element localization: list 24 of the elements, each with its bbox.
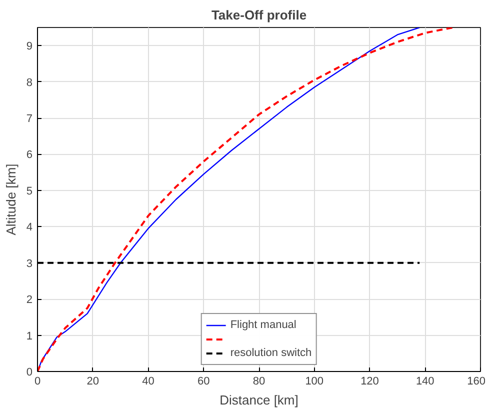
legend-label: resolution switch <box>230 346 312 360</box>
y-tick-label: 7 <box>26 113 33 126</box>
x-tick-label: 140 <box>416 376 434 388</box>
x-tick-label: 80 <box>252 376 266 388</box>
x-tick-label: 20 <box>86 376 100 388</box>
y-tick-label: 2 <box>26 294 33 306</box>
y-axis-title: Altitude [km] <box>3 164 18 236</box>
x-tick-label: 60 <box>198 376 210 388</box>
y-tick-label: 9 <box>26 40 33 53</box>
y-tick-label: 0 <box>26 366 33 378</box>
x-tick-label: 40 <box>142 376 154 388</box>
x-tick-label: 120 <box>360 376 379 388</box>
x-tick-label: 0 <box>34 376 41 388</box>
y-tick-label: 3 <box>26 258 33 270</box>
y-tick-label: 4 <box>26 222 33 234</box>
x-tick-label: 100 <box>305 376 324 388</box>
y-tick-label: 5 <box>26 185 33 198</box>
y-tick-label: 1 <box>26 330 33 342</box>
x-tick-label: 160 <box>467 376 486 388</box>
y-tick-label: 6 <box>26 149 33 162</box>
x-axis-title: Distance [km] <box>220 392 298 408</box>
legend-label: Flight manual <box>230 318 296 332</box>
y-tick-label: 8 <box>26 76 33 89</box>
chart-title: Take-Off profile <box>211 8 307 22</box>
